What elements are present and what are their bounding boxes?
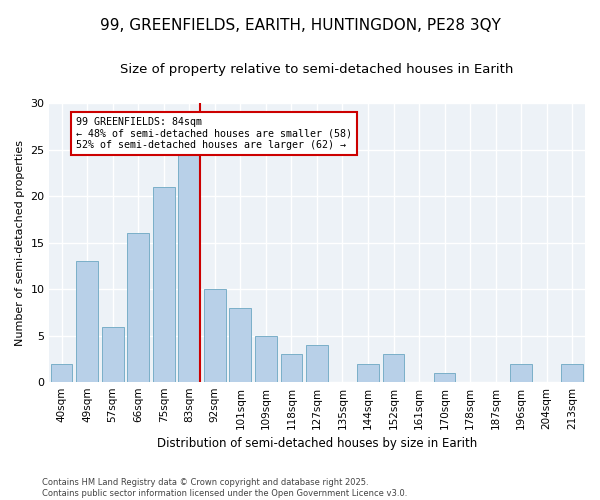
Bar — [153, 187, 175, 382]
Bar — [562, 364, 583, 382]
Bar — [434, 373, 455, 382]
Bar — [204, 290, 226, 382]
Bar — [306, 345, 328, 383]
Bar — [511, 364, 532, 382]
Text: 99, GREENFIELDS, EARITH, HUNTINGDON, PE28 3QY: 99, GREENFIELDS, EARITH, HUNTINGDON, PE2… — [100, 18, 500, 32]
Bar — [383, 354, 404, 382]
Text: Contains HM Land Registry data © Crown copyright and database right 2025.
Contai: Contains HM Land Registry data © Crown c… — [42, 478, 407, 498]
Bar — [76, 262, 98, 382]
X-axis label: Distribution of semi-detached houses by size in Earith: Distribution of semi-detached houses by … — [157, 437, 477, 450]
Bar — [229, 308, 251, 382]
Title: Size of property relative to semi-detached houses in Earith: Size of property relative to semi-detach… — [120, 62, 514, 76]
Y-axis label: Number of semi-detached properties: Number of semi-detached properties — [15, 140, 25, 346]
Bar — [357, 364, 379, 382]
Bar — [178, 150, 200, 382]
Bar — [127, 234, 149, 382]
Bar — [281, 354, 302, 382]
Bar — [255, 336, 277, 382]
Text: 99 GREENFIELDS: 84sqm
← 48% of semi-detached houses are smaller (58)
52% of semi: 99 GREENFIELDS: 84sqm ← 48% of semi-deta… — [76, 117, 352, 150]
Bar — [51, 364, 73, 382]
Bar — [102, 326, 124, 382]
